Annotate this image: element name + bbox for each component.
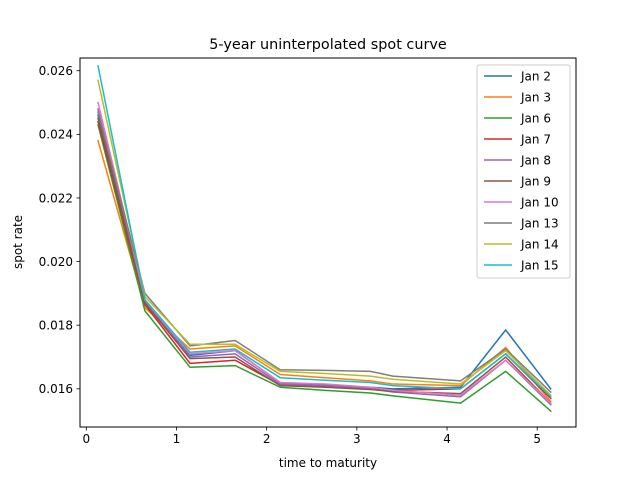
series-line-jan-15 bbox=[97, 65, 552, 398]
legend-label: Jan 9 bbox=[520, 174, 551, 188]
series-line-jan-6 bbox=[97, 123, 552, 413]
y-axis-label: spot rate bbox=[11, 215, 25, 269]
legend-label: Jan 8 bbox=[520, 153, 551, 167]
legend-label: Jan 10 bbox=[520, 195, 559, 209]
legend: Jan 2 Jan 3 Jan 6 Jan 7 Jan 8 Jan 9 Jan 10 Jan … bbox=[476, 64, 571, 279]
x-axis-ticks: 0 1 2 3 4 5 bbox=[82, 427, 541, 446]
legend-items: Jan 2 Jan 3 Jan 6 Jan 7 Jan 8 Jan 9 Jan 10 Jan … bbox=[484, 69, 559, 272]
y-tick-label: 0.022 bbox=[39, 191, 73, 205]
y-tick-label: 0.026 bbox=[39, 64, 73, 78]
legend-label: Jan 13 bbox=[520, 216, 559, 230]
plot-frame bbox=[79, 57, 577, 428]
y-tick-label: 0.018 bbox=[39, 319, 73, 333]
x-tick-label: 4 bbox=[443, 432, 451, 446]
legend-label: Jan 14 bbox=[520, 237, 559, 251]
x-tick-label: 0 bbox=[82, 432, 90, 446]
legend-label: Jan 7 bbox=[520, 132, 551, 146]
legend-label: Jan 6 bbox=[520, 111, 551, 125]
x-tick-label: 2 bbox=[263, 432, 271, 446]
series-line-jan-8 bbox=[97, 107, 552, 406]
legend-label: Jan 3 bbox=[520, 90, 551, 104]
series-line-jan-9 bbox=[97, 117, 552, 405]
x-axis-label: time to maturity bbox=[279, 456, 377, 470]
legend-label: Jan 2 bbox=[520, 69, 551, 83]
y-tick-label: 0.016 bbox=[39, 382, 73, 396]
y-tick-label: 0.020 bbox=[39, 255, 73, 269]
y-tick-label: 0.024 bbox=[39, 128, 73, 142]
plot-lines bbox=[97, 65, 552, 413]
chart-title: 5-year uninterpolated spot curve bbox=[209, 37, 447, 53]
series-line-jan-14 bbox=[97, 79, 552, 397]
x-tick-label: 5 bbox=[533, 432, 541, 446]
legend-label: Jan 15 bbox=[520, 258, 559, 272]
x-tick-label: 1 bbox=[173, 432, 181, 446]
x-tick-label: 3 bbox=[353, 432, 361, 446]
y-axis-ticks: 0.016 0.018 0.020 0.022 0.024 0.026 bbox=[39, 64, 80, 396]
